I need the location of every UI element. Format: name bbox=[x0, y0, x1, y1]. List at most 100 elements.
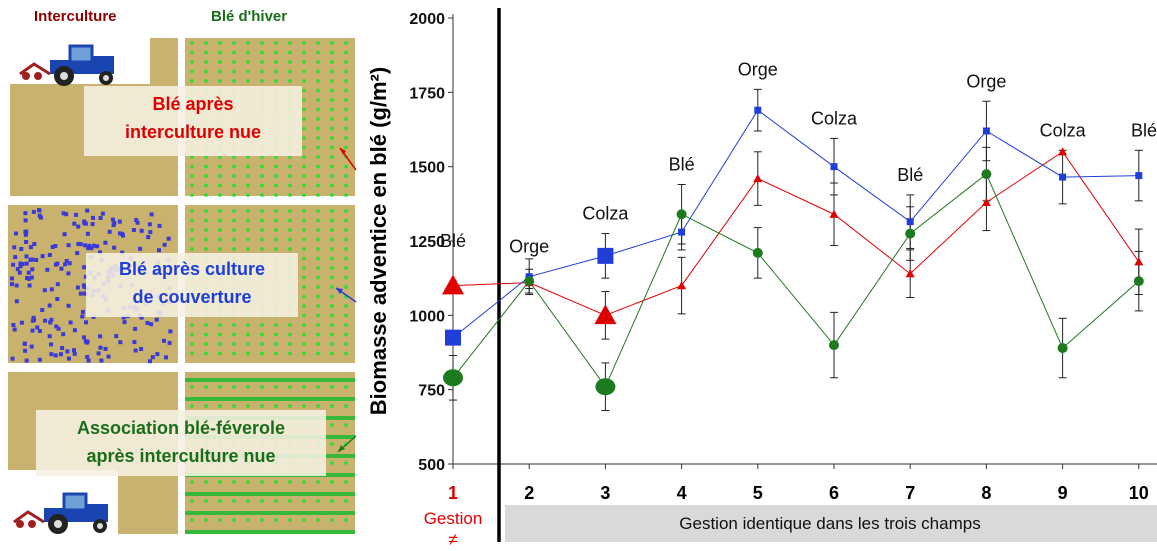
cover-plant bbox=[23, 218, 28, 223]
plant-dot bbox=[302, 518, 306, 522]
cover-plant bbox=[122, 320, 127, 325]
cover-plant bbox=[42, 288, 47, 293]
plant-dot bbox=[330, 117, 334, 121]
plant-dot bbox=[190, 237, 194, 242]
label-line: Blé après culture bbox=[118, 259, 266, 279]
x-tick-label: 2 bbox=[524, 483, 534, 503]
cover-plant bbox=[24, 261, 29, 266]
plant-dot bbox=[344, 79, 348, 83]
plant-dot bbox=[330, 218, 334, 223]
cover-plant bbox=[168, 329, 173, 334]
plant-dot bbox=[232, 351, 236, 356]
cover-plant bbox=[60, 346, 65, 350]
cover-plant bbox=[83, 243, 88, 248]
cover-plant bbox=[112, 245, 117, 250]
cover-plant bbox=[85, 208, 90, 213]
plant-dot bbox=[190, 499, 194, 503]
cover-plant bbox=[162, 338, 166, 343]
plant-dot bbox=[344, 313, 348, 318]
plant-dot bbox=[344, 499, 348, 503]
x-tick-label: 8 bbox=[981, 483, 991, 503]
x-tick-label: 4 bbox=[677, 483, 687, 503]
plant-dot bbox=[316, 518, 320, 522]
plant-dot bbox=[218, 50, 222, 55]
plant-dot bbox=[344, 164, 348, 169]
plant-dot bbox=[344, 247, 348, 251]
plant-dot bbox=[218, 480, 222, 484]
plant-dot bbox=[190, 164, 194, 169]
plant-dot bbox=[260, 218, 264, 223]
cover-plant bbox=[98, 345, 103, 350]
plant-dot bbox=[288, 209, 292, 213]
plant-dot bbox=[246, 193, 250, 197]
label-box-ble-apres-culture-couverture: Blé après culture de couverture bbox=[86, 253, 298, 317]
cover-plant bbox=[56, 326, 61, 331]
cover-plant bbox=[49, 352, 54, 357]
plant-dot bbox=[218, 237, 222, 242]
cover-plant bbox=[54, 324, 59, 329]
plant-dot bbox=[288, 193, 292, 197]
plant-dot bbox=[330, 228, 334, 232]
plant-dot bbox=[302, 79, 306, 83]
plant-dot bbox=[218, 79, 222, 83]
plant-dot bbox=[344, 98, 348, 102]
plant-dot bbox=[330, 50, 334, 55]
plant-dot bbox=[288, 385, 292, 389]
plant-dot bbox=[218, 218, 222, 223]
cover-plant bbox=[14, 231, 18, 236]
cover-plant bbox=[98, 250, 102, 255]
plant-dot bbox=[218, 60, 222, 64]
plant-dot bbox=[302, 285, 306, 289]
cover-plant bbox=[117, 219, 122, 224]
cover-plant bbox=[66, 243, 71, 248]
crop-label: Orge bbox=[966, 71, 1006, 91]
plant-dot bbox=[246, 155, 250, 159]
plant-dot bbox=[274, 174, 278, 178]
plant-dot bbox=[232, 404, 236, 408]
plant-dot bbox=[260, 69, 264, 74]
plant-dot bbox=[274, 228, 278, 232]
plant-dot bbox=[232, 332, 236, 337]
plant-dot bbox=[274, 193, 278, 197]
plant-dot bbox=[330, 294, 334, 299]
plant-dot bbox=[344, 209, 348, 213]
cover-plant bbox=[118, 231, 123, 236]
plant-dot bbox=[330, 155, 334, 159]
cover-plant bbox=[111, 223, 116, 228]
cover-plant bbox=[23, 348, 28, 353]
faba-row bbox=[185, 530, 355, 534]
plant-dot bbox=[260, 499, 264, 503]
cover-plant bbox=[10, 356, 15, 361]
plant-dot bbox=[302, 155, 306, 159]
data-point-green bbox=[524, 276, 535, 287]
cover-plant bbox=[55, 261, 60, 266]
data-point-green bbox=[905, 228, 916, 239]
cover-plant bbox=[81, 283, 86, 288]
plant-dot bbox=[204, 183, 208, 188]
cover-plant bbox=[43, 318, 47, 323]
plant-dot bbox=[274, 218, 278, 223]
data-point-red bbox=[753, 174, 763, 183]
plant-dot bbox=[232, 228, 236, 232]
plant-dot bbox=[288, 247, 292, 251]
plant-dot bbox=[204, 228, 208, 232]
plant-dot bbox=[302, 256, 306, 261]
cover-plant bbox=[29, 344, 34, 349]
plant-dot bbox=[260, 155, 264, 159]
plant-dot bbox=[302, 174, 306, 178]
cover-plant bbox=[30, 328, 35, 333]
plant-dot bbox=[190, 518, 194, 522]
cover-plant bbox=[47, 253, 52, 257]
label-line: de couverture bbox=[132, 287, 252, 307]
cover-plant bbox=[61, 211, 66, 216]
plant-dot bbox=[190, 228, 194, 232]
plant-dot bbox=[344, 174, 348, 178]
cover-plant bbox=[82, 221, 87, 226]
plant-dot bbox=[330, 323, 334, 327]
plant-dot bbox=[316, 164, 320, 169]
plant-dot bbox=[316, 499, 320, 503]
plant-dot bbox=[302, 323, 306, 327]
cover-plant bbox=[138, 246, 143, 251]
plant-dot bbox=[260, 351, 264, 356]
plant-dot bbox=[344, 518, 348, 522]
